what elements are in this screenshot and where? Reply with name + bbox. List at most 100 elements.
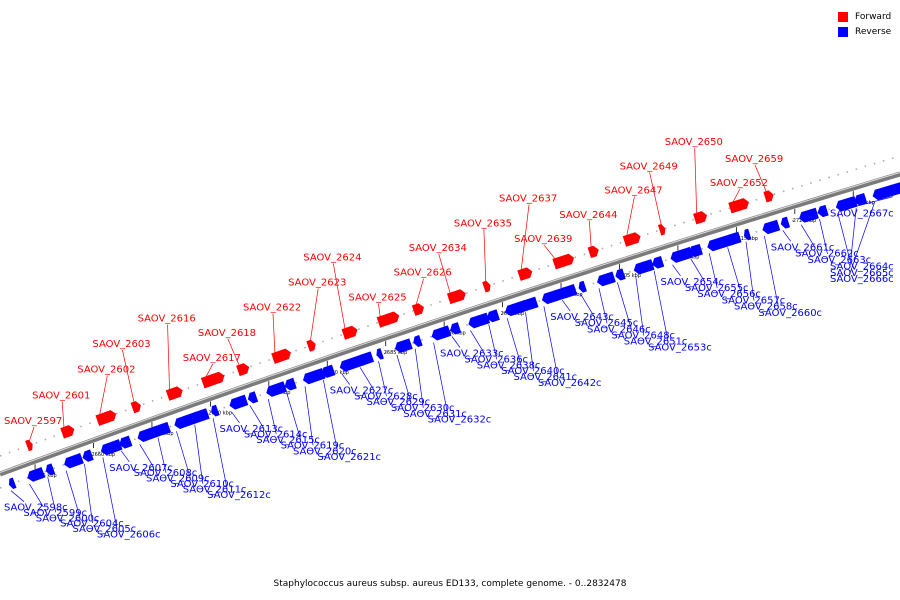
gene-label: SAOV_2623 [288,278,346,289]
leader-line [231,411,240,424]
gene-arrow [517,267,533,281]
gene-label: SAOV_2632c [428,415,492,426]
gene-arrow [891,181,900,195]
leader-line [309,288,319,343]
gene-label: SAOV_2641c [514,372,578,383]
gene-arrow [394,338,413,353]
legend-forward: Forward [838,9,891,24]
leader-line [819,218,828,255]
gene-arrow [587,245,599,259]
leader-line [249,405,265,429]
gene-label: SAOV_2661c [771,242,835,253]
gene-feature [657,223,666,236]
gene-feature [45,463,56,476]
gene-feature [780,216,791,229]
gene-feature [376,311,400,328]
leader-line [227,338,241,368]
gene-feature [358,351,375,366]
gene-arrow [25,439,33,452]
gene-label: SAOV_2597 [4,416,62,427]
leader-line [122,350,135,405]
gene-feature [130,401,141,414]
gene-feature [597,271,616,287]
gene-label: SAOV_2657c [722,295,786,306]
gene-label: SAOV_2647 [604,185,662,196]
gene-label: SAOV_2654c [661,277,725,288]
gene-feature [284,377,297,391]
gene-feature [321,364,336,378]
gene-feature [446,289,466,305]
gene-arrow [707,234,732,252]
leader-line [396,354,412,403]
gene-arrow [693,211,708,225]
gene-feature [486,309,500,323]
gene-label: SAOV_2639 [514,234,572,245]
leader-line [782,230,792,242]
gene-arrow [165,386,183,401]
gene-feature [615,268,626,281]
gene-feature [505,299,529,317]
leader-line [580,294,595,318]
gene-label: SAOV_2603 [92,339,150,350]
gene-label: SAOV_2643c [550,312,614,323]
gene-arrow [137,425,162,443]
gene-feature [137,425,162,443]
gene-arrow [376,348,384,360]
gene-arrow [552,253,575,270]
gene-label: SAOV_2629c [367,397,431,408]
gene-feature [854,193,868,206]
gene-label: SAOV_2617 [183,353,241,364]
gene-feature [517,267,533,281]
gene-arrow [130,401,141,414]
gene-arrow [211,404,220,417]
axis-tick-label: 2655 kbp [33,473,57,479]
legend-reverse: Reverse [838,24,891,39]
leader-line [451,336,461,348]
axis-tick-label: 2680 kbp [325,370,349,376]
leader-line [837,213,851,261]
gene-arrow [192,408,210,423]
map-caption: Staphylococcus aureus subsp. aureus ED13… [273,579,627,589]
gene-arrow [200,371,225,389]
leader-line [414,348,424,408]
gene-labels: SAOV_2597 SAOV_2601 SAOV_2602 SAOV_2603 SAOV… [4,137,894,540]
gene-arrow [872,184,897,201]
gene-arrow [247,391,259,404]
gene-feature [339,354,365,372]
leader-line [800,224,816,248]
gene-arrow [229,394,249,410]
backbone-highlight [0,172,900,473]
gene-label: SAOV_2616 [138,314,196,325]
forward-swatch [838,11,848,22]
gene-label: SAOV_2605c [73,524,137,535]
gene-feature [728,198,749,214]
gene-arrow [156,421,172,436]
leader-line [727,247,742,295]
gene-arrow [560,284,578,299]
gene-label: SAOV_2621c [317,452,381,463]
gene-arrow [339,354,365,372]
gene-feature [82,449,94,462]
gene-label: SAOV_2622 [243,303,301,314]
leader-line [764,235,779,308]
leader-line [635,276,645,336]
gene-feature [541,287,568,305]
gene-label: SAOV_2604c [60,519,124,530]
gene-label: SAOV_2608c [134,468,198,479]
gene-arrow [670,246,694,263]
reverse-swatch [838,26,848,37]
gene-arrow [376,311,400,328]
leader-line [286,392,301,440]
gene-feature [707,234,732,252]
gene-feature [763,190,774,203]
gene-feature [303,367,326,385]
gene-arrow [303,367,326,385]
gene-label: SAOV_2645c [575,318,639,329]
leader-line [120,450,130,463]
leader-line [267,398,277,435]
gene-arrow [763,190,774,203]
gene-arrow [657,223,666,236]
gene-feature [587,245,599,259]
gene-arrow [358,351,375,366]
